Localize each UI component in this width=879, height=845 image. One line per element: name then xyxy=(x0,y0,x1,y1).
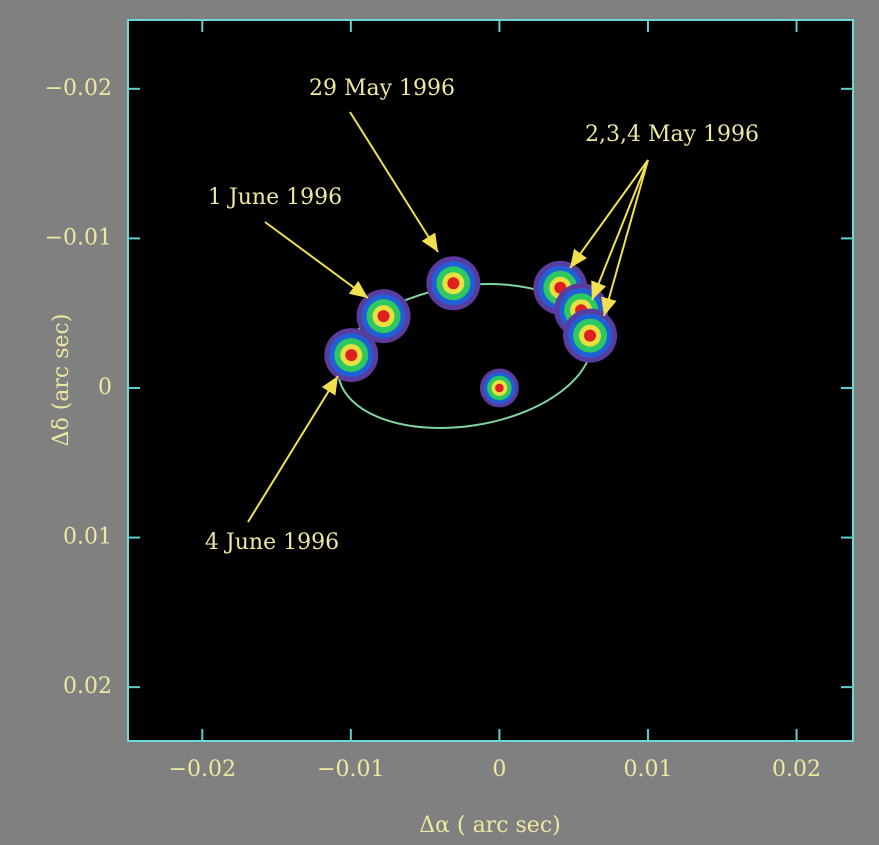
point-ring xyxy=(447,277,459,289)
x-tick-label: 0.02 xyxy=(772,757,821,782)
annotation: 4 June 1996 xyxy=(205,530,339,555)
y-tick-label: 0.01 xyxy=(63,525,112,550)
x-axis-label: Δα ( arc sec) xyxy=(419,813,560,838)
annotation: 2,3,4 May 1996 xyxy=(585,122,759,147)
point-ring xyxy=(584,330,596,342)
x-tick-label: −0.01 xyxy=(317,757,384,782)
y-tick-label: −0.01 xyxy=(45,225,112,250)
y-axis-label: Δδ (arc sec) xyxy=(49,314,74,447)
x-tick-label: 0 xyxy=(492,757,506,782)
y-tick-label: 0.02 xyxy=(63,674,112,699)
point xyxy=(426,256,480,310)
y-tick-label: 0 xyxy=(98,375,112,400)
y-tick-label: −0.02 xyxy=(45,76,112,101)
point-ring xyxy=(378,310,390,322)
x-tick-label: −0.02 xyxy=(169,757,236,782)
annotation: 1 June 1996 xyxy=(208,185,342,210)
annotation: 29 May 1996 xyxy=(309,76,455,101)
point xyxy=(563,309,617,363)
point-ring xyxy=(495,384,504,393)
x-tick-label: 0.01 xyxy=(623,757,672,782)
point xyxy=(357,289,411,343)
point-ring xyxy=(345,349,357,361)
chart: 29 May 1996 2,3,4 May 1996 1 June 1996 4… xyxy=(0,0,879,845)
point xyxy=(480,369,519,408)
